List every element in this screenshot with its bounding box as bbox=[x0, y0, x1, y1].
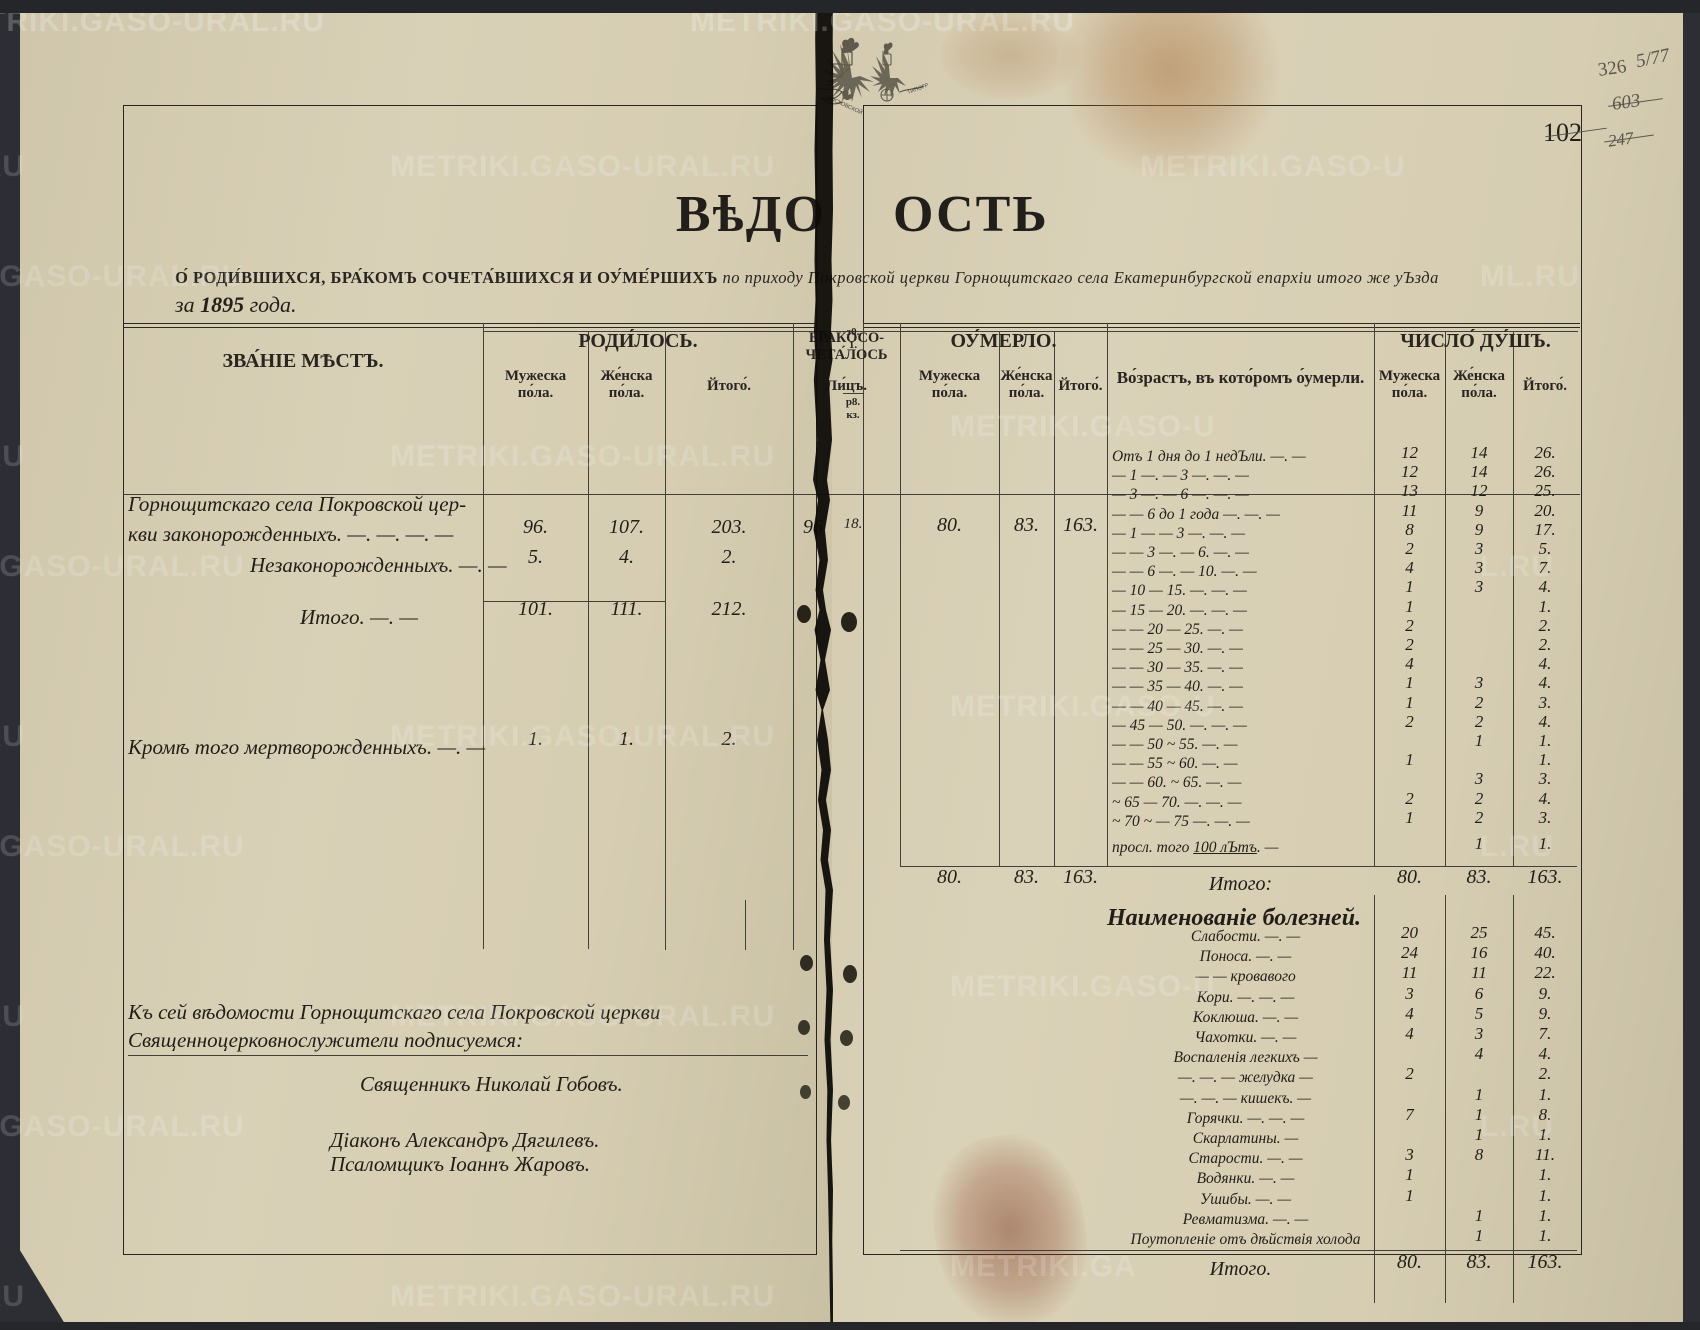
svg-text:ТИПОГРАФІИ: ТИПОГРАФІИ bbox=[907, 78, 928, 96]
